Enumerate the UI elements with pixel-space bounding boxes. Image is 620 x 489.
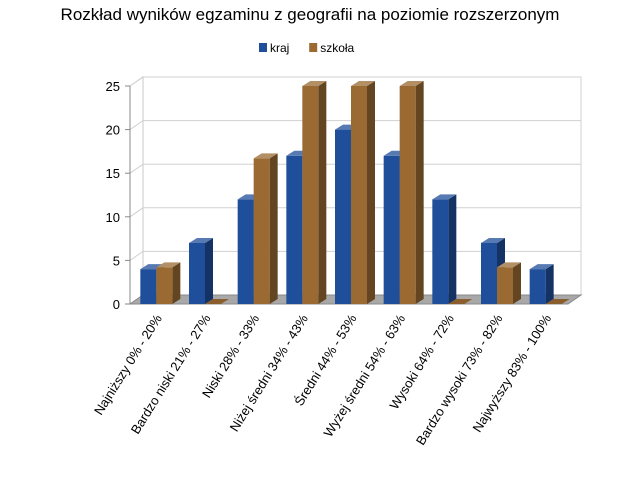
legend-swatch — [259, 43, 267, 52]
bar-szkoła — [253, 153, 278, 304]
gridline — [129, 120, 581, 131]
bar-kraj — [432, 194, 457, 304]
y-tick-label: 10 — [106, 210, 120, 225]
y-tick-label: 0 — [113, 297, 120, 312]
chart-title: Rozkład wyników egzaminu z geografii na … — [60, 5, 560, 24]
bar-szkoła — [205, 299, 229, 304]
bar-szkoła — [156, 262, 181, 304]
legend: kraj szkoła — [259, 41, 355, 55]
legend-item-kraj: kraj — [259, 41, 289, 55]
y-tick-label: 25 — [106, 79, 120, 94]
bar-szkoła — [448, 299, 473, 304]
x-category-label: Wyżej średni 54% - 63% — [321, 311, 409, 439]
bar-szkoła — [399, 81, 424, 304]
y-tick-label: 5 — [113, 253, 120, 268]
bar-kraj — [529, 264, 554, 304]
y-tick-label: 20 — [106, 123, 120, 138]
bars — [140, 81, 570, 304]
bar-kraj — [189, 237, 213, 304]
legend-swatch — [309, 43, 318, 52]
gridline — [129, 76, 581, 87]
bar-szkoła — [497, 262, 521, 304]
legend-label: szkoła — [320, 41, 354, 55]
y-tick-label: 15 — [106, 166, 120, 181]
bar-szkoła — [302, 81, 327, 304]
legend-item-szkoła: szkoła — [309, 41, 355, 55]
legend-label: kraj — [270, 41, 289, 55]
y-axis-ticks: 0 5 10 15 20 25 — [106, 79, 131, 312]
bar-szkoła — [545, 299, 570, 304]
x-axis-labels: Najniższy 0% - 20%Bardzo niski 21% - 27%… — [91, 311, 555, 447]
gridline — [129, 163, 581, 174]
x-category-label: Bardzo wysoki 73% - 82% — [413, 311, 506, 447]
bar-szkoła — [351, 81, 375, 304]
